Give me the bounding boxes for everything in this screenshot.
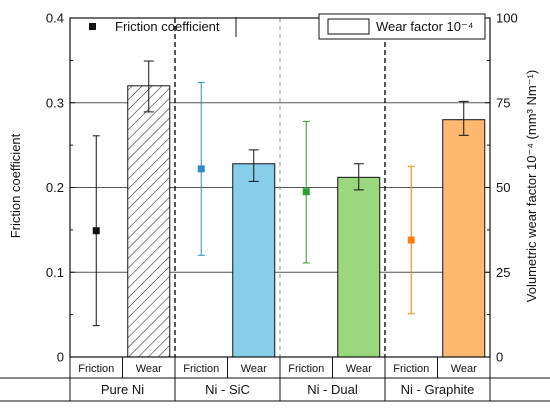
y-left-axis-title: Friction coefficient [8,133,23,238]
wear-bar [232,163,276,358]
category-axis: Friction Wear Pure Ni Friction Wear Ni - SiC F… [0,357,550,402]
sub-category-label: Wear [451,363,477,375]
y-right-tick-label: 0 [496,350,503,365]
friction-points [92,81,415,327]
sub-category-label: Friction [288,363,324,375]
legend-friction-label: Friction coefficient [115,19,220,34]
y-left-tick-label: 0 [57,350,64,365]
wear-bar [337,176,381,358]
axes: 0 0.1 0.2 0.3 0.4 0 25 50 75 100 [46,11,518,365]
group-label: Pure Ni [101,382,144,397]
sub-category-label: Friction [183,363,219,375]
friction-point [197,165,205,173]
legend-wear-swatch [327,18,370,35]
sub-category-label: Wear [241,363,267,375]
y-left-tick-label: 0.4 [46,11,64,26]
legend-wear-label: Wear factor 10⁻⁴ [376,19,473,34]
legend-wear: Wear factor 10⁻⁴ [318,13,486,40]
sub-category-label: Wear [346,363,372,375]
sub-category-label: Friction [78,363,114,375]
sub-category-label: Friction [393,363,429,375]
group-label: Ni - Graphite [401,382,475,397]
friction-point [407,236,415,244]
y-right-axis-title: Volumetric wear factor 10⁻⁴ (mm³ Nm⁻¹) [524,70,539,302]
group-label: Ni - SiC [205,382,250,397]
legend-friction: Friction coefficient [89,17,237,37]
group-label: Ni - Dual [307,382,358,397]
wear-bars [127,60,486,358]
group-separators [174,18,386,357]
wear-bar [442,119,486,358]
sub-category-label: Wear [136,363,162,375]
wear-bar [127,85,171,358]
y-left-tick-label: 0.3 [46,95,64,110]
y-left-tick-label: 0.2 [46,180,64,195]
y-right-tick-label: 50 [496,180,510,195]
legend-friction-marker [89,23,96,30]
y-right-tick-label: 25 [496,265,510,280]
y-left-tick-label: 0.1 [46,265,64,280]
y-right-tick-label: 75 [496,95,510,110]
friction-point [302,188,310,196]
y-right-tick-label: 100 [496,11,518,26]
friction-point [92,227,100,235]
